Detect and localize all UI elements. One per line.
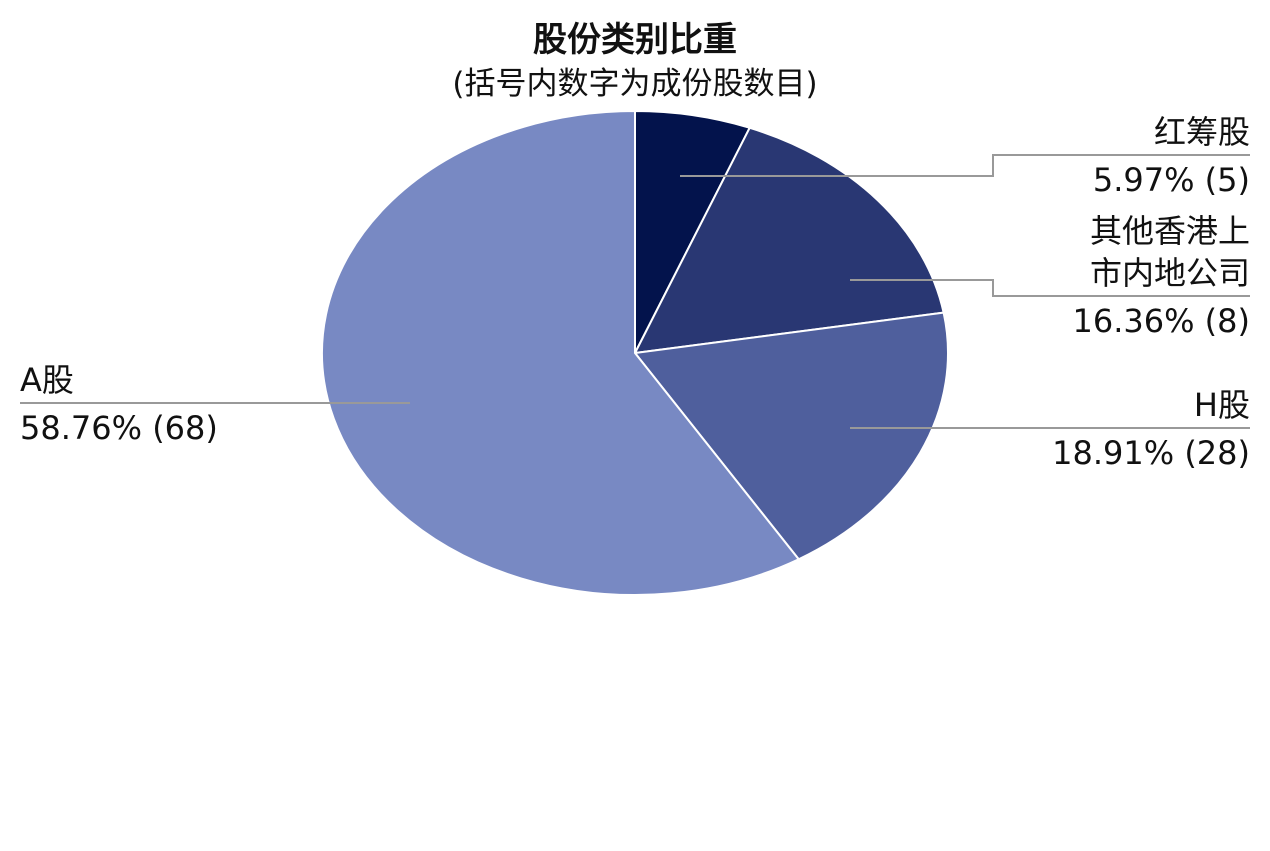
category-label: A股	[20, 361, 74, 399]
value-label: 18.91% (28)	[1052, 434, 1250, 472]
leader-line	[680, 154, 1250, 177]
chart-title: 股份类别比重	[533, 20, 737, 60]
value-label: 5.97% (5)	[1092, 161, 1250, 199]
category-label: 红筹股	[1153, 113, 1250, 151]
value-label: 16.36% (8)	[1072, 302, 1250, 340]
pie-slice	[633, 126, 945, 355]
category-label: H股	[1193, 386, 1250, 424]
pie-slice	[633, 311, 949, 561]
pie-slice	[321, 109, 801, 596]
chart-subtitle: (括号内数字为成份股数目)	[452, 66, 818, 102]
category-label: 其他香港上市内地公司	[1089, 212, 1250, 292]
leader-line	[850, 279, 1250, 297]
value-label: 58.76% (68)	[20, 409, 218, 447]
